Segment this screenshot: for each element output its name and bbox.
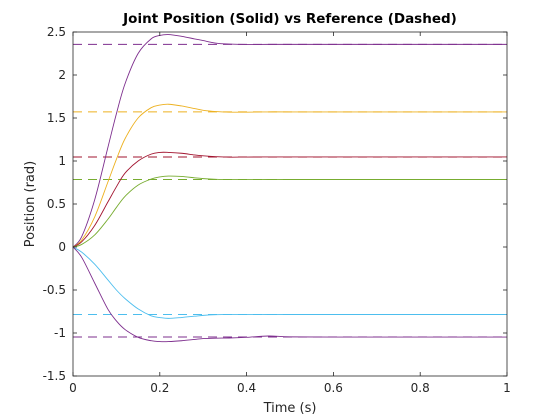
- y-tick-label: -1: [54, 326, 66, 340]
- series-line-3: [72, 151, 507, 248]
- series-line-4: [72, 175, 507, 248]
- y-tick-label: 0: [58, 240, 66, 254]
- x-tick-label: 0.2: [150, 381, 169, 395]
- y-axis-label: Position (rad): [23, 161, 38, 247]
- plot-area-border: [72, 31, 508, 377]
- x-axis-label: Time (s): [263, 401, 317, 416]
- reference-lines: [73, 43, 507, 338]
- y-tick-label: -1.5: [43, 369, 66, 383]
- chart-title: Joint Position (Solid) vs Reference (Das…: [122, 11, 457, 27]
- x-tick-label: 0.4: [237, 381, 256, 395]
- x-tick-label: 0.6: [324, 381, 343, 395]
- y-tick-label: -0.5: [43, 283, 66, 297]
- y-tick-label: 2.5: [47, 25, 66, 39]
- y-tick-label: 0.5: [47, 197, 66, 211]
- series-line-5: [72, 246, 507, 319]
- series-lines: [72, 34, 507, 343]
- y-tick-label: 2: [58, 68, 66, 82]
- series-line-6: [72, 246, 507, 343]
- series-line-1: [72, 34, 507, 248]
- x-tick-label: 0: [69, 381, 77, 395]
- y-tick-label: 1.5: [47, 111, 66, 125]
- x-tick-label: 0.8: [411, 381, 430, 395]
- y-axis-ticks: -1.5 -1 -0.5 0 0.5 1 1.5 2 2.5: [43, 25, 507, 383]
- x-axis-ticks: 0 0.2 0.4 0.6 0.8 1: [69, 32, 511, 395]
- y-tick-label: 1: [58, 154, 66, 168]
- series-line-2: [72, 103, 507, 248]
- x-tick-label: 1: [503, 381, 511, 395]
